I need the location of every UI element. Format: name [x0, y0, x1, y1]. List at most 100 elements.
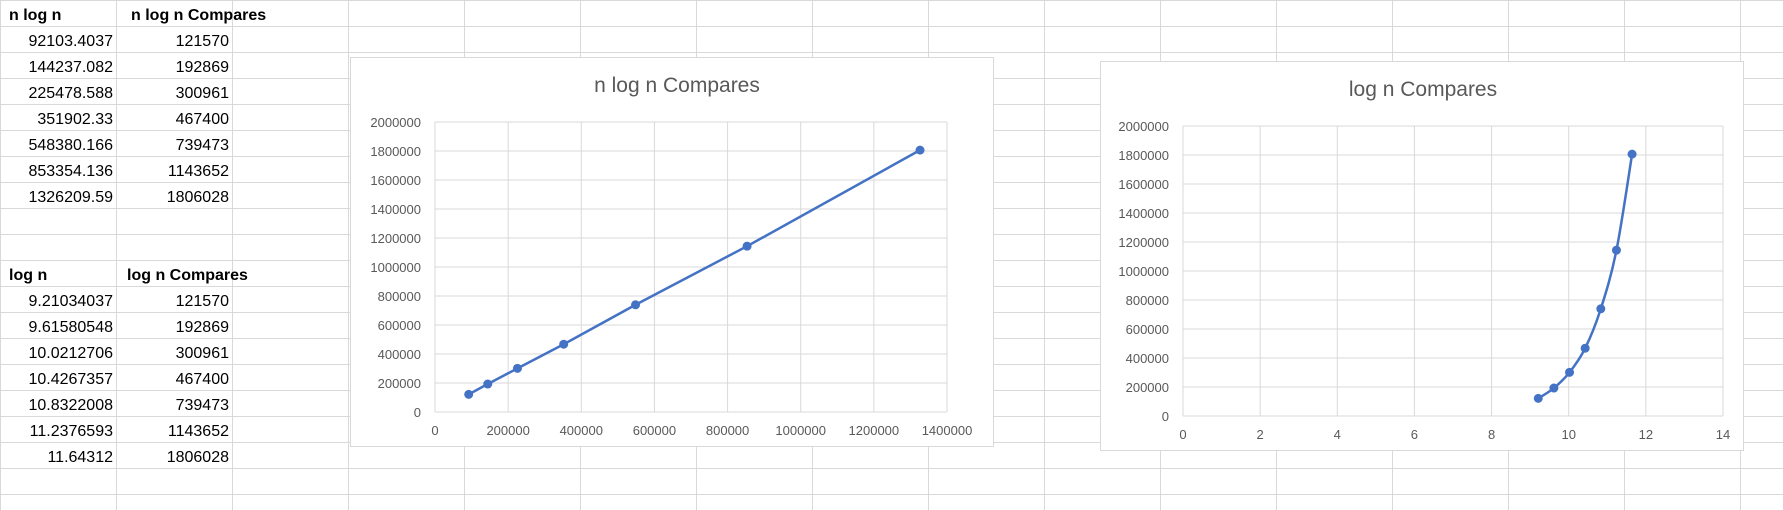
table2-cell[interactable]: 1806028	[166, 449, 229, 466]
y-tick-label: 0	[414, 405, 421, 420]
data-point[interactable]	[464, 389, 474, 399]
table2-cell[interactable]: 121570	[175, 293, 229, 310]
data-point[interactable]	[1627, 149, 1637, 159]
x-tick-label: 1000000	[775, 423, 826, 438]
table2-cell[interactable]: 9.21034037	[28, 293, 113, 310]
chart-logn-svg: log n Compares 0 200000 400000 600000 800000…	[1118, 78, 1730, 442]
x-tick-label: 12	[1639, 427, 1653, 442]
y-tick-label: 1600000	[1118, 177, 1169, 192]
chart-nlogn-compares[interactable]: n log n Compares 0 200000 400000 600000 8000…	[350, 57, 994, 447]
data-point[interactable]	[1565, 367, 1575, 377]
gridlines	[1182, 125, 1724, 417]
data-point[interactable]	[483, 379, 493, 389]
chart-nlogn-svg: n log n Compares 0 200000 400000 600000 8000…	[370, 74, 972, 438]
table2-cell[interactable]: 300961	[175, 345, 229, 362]
x-tick-label: 800000	[706, 423, 749, 438]
data-point[interactable]	[1611, 245, 1621, 255]
x-tick-label: 600000	[633, 423, 676, 438]
y-tick-label: 200000	[378, 376, 421, 391]
x-tick-label: 4	[1334, 427, 1341, 442]
y-tick-label: 600000	[378, 318, 421, 333]
table2-cell[interactable]: 1143652	[167, 423, 229, 440]
x-tick-label: 0	[431, 423, 438, 438]
x-tick-label: 0	[1179, 427, 1186, 442]
table2-cell[interactable]: 10.4267357	[28, 371, 113, 388]
y-tick-label: 1600000	[370, 173, 421, 188]
table2-cell[interactable]: 739473	[175, 397, 229, 414]
table2-cell[interactable]: 467400	[175, 371, 229, 388]
y-tick-labels: 0 200000 400000 600000 800000 1000000 1200000 1…	[1118, 119, 1169, 424]
table2-cell[interactable]: 11.2376593	[29, 423, 113, 440]
y-tick-label: 1400000	[370, 202, 421, 217]
y-tick-label: 2000000	[370, 115, 421, 130]
table1-cell[interactable]: 225478.588	[28, 85, 113, 102]
chart-logn-compares[interactable]: log n Compares 0 200000 400000 600000 800000…	[1100, 61, 1744, 451]
data-point[interactable]	[559, 339, 569, 349]
y-tick-label: 400000	[378, 347, 421, 362]
table1-header-col2[interactable]: n log n Compares	[131, 7, 267, 24]
table2-cell[interactable]: 11.64312	[47, 449, 113, 466]
series-line	[1537, 152, 1634, 400]
y-tick-label: 1800000	[1118, 148, 1169, 163]
gridlines	[434, 121, 948, 413]
x-tick-label: 8	[1488, 427, 1495, 442]
table2-cell[interactable]: 192869	[175, 319, 229, 336]
data-point[interactable]	[1596, 304, 1606, 314]
data-point[interactable]	[631, 300, 641, 310]
data-point[interactable]	[1533, 393, 1543, 403]
x-tick-label: 200000	[486, 423, 529, 438]
table1-cell[interactable]: 144237.082	[28, 59, 113, 76]
table1-cell[interactable]: 1143652	[167, 163, 229, 180]
series	[464, 145, 925, 399]
series	[1533, 149, 1637, 403]
table1-cell[interactable]: 92103.4037	[28, 33, 113, 50]
y-tick-label: 800000	[378, 289, 421, 304]
chart-title: n log n Compares	[594, 74, 760, 97]
table1-cell[interactable]: 1806028	[166, 189, 229, 206]
y-tick-label: 1200000	[370, 231, 421, 246]
table1-header-col1[interactable]: n log n	[9, 7, 62, 24]
table2-header-col2[interactable]: log n Compares	[127, 267, 248, 284]
data-point[interactable]	[915, 145, 925, 155]
data-point[interactable]	[1580, 343, 1590, 353]
table1-cell[interactable]: 467400	[175, 111, 229, 128]
y-tick-label: 800000	[1126, 293, 1169, 308]
y-tick-label: 1800000	[370, 144, 421, 159]
table1-cell[interactable]: 351902.33	[37, 111, 113, 128]
y-tick-labels: 0 200000 400000 600000 800000 1000000 1200000 1…	[370, 115, 421, 420]
y-tick-label: 1000000	[370, 260, 421, 275]
table2-header-col1[interactable]: log n	[9, 267, 48, 284]
x-tick-label: 14	[1716, 427, 1730, 442]
x-tick-label: 2	[1257, 427, 1264, 442]
x-tick-label: 1400000	[922, 423, 973, 438]
series-line	[467, 148, 922, 396]
x-tick-label: 10	[1561, 427, 1575, 442]
data-point[interactable]	[1549, 383, 1559, 393]
y-tick-label: 1000000	[1118, 264, 1169, 279]
data-point[interactable]	[512, 363, 522, 373]
data-point[interactable]	[742, 241, 752, 251]
y-tick-label: 1400000	[1118, 206, 1169, 221]
table1-cell[interactable]: 548380.166	[28, 137, 113, 154]
x-tick-label: 1200000	[849, 423, 900, 438]
table1-cell[interactable]: 192869	[175, 59, 229, 76]
x-tick-labels: 0 200000 400000 600000 800000 1000000 1200000 1…	[431, 423, 972, 438]
x-tick-label: 6	[1411, 427, 1418, 442]
x-tick-label: 400000	[560, 423, 603, 438]
y-tick-label: 0	[1162, 409, 1169, 424]
y-tick-label: 200000	[1126, 380, 1169, 395]
table2-cell[interactable]: 10.0212706	[28, 345, 113, 362]
y-tick-label: 400000	[1126, 351, 1169, 366]
table1-cell[interactable]: 121570	[175, 33, 229, 50]
y-tick-label: 600000	[1126, 322, 1169, 337]
table1-cell[interactable]: 1326209.59	[28, 189, 113, 206]
x-tick-labels: 0 2 4 6 8 10 12 14	[1179, 427, 1730, 442]
table2-cell[interactable]: 10.8322008	[28, 397, 113, 414]
chart-title: log n Compares	[1349, 78, 1497, 101]
table2-cell[interactable]: 9.61580548	[28, 319, 113, 336]
y-tick-label: 1200000	[1118, 235, 1169, 250]
table1-cell[interactable]: 853354.136	[28, 163, 113, 180]
table1-cell[interactable]: 739473	[175, 137, 229, 154]
table1-cell[interactable]: 300961	[175, 85, 229, 102]
y-tick-label: 2000000	[1118, 119, 1169, 134]
